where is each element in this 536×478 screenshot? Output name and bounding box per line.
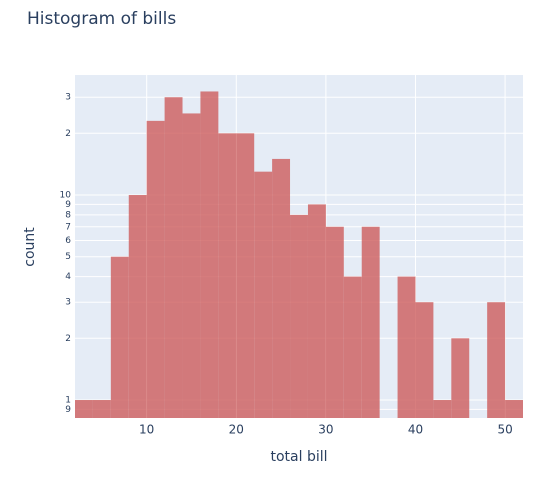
y-tick-label: 6: [65, 236, 71, 246]
y-tick-label: 2: [65, 129, 71, 139]
x-tick-label: 20: [229, 423, 244, 437]
y-tick-label: 2: [65, 334, 71, 344]
bar: [200, 91, 219, 418]
chart-title: Histogram of bills: [27, 9, 176, 29]
y-tick-label: 3: [65, 93, 71, 103]
bar: [433, 400, 452, 418]
bar: [272, 158, 291, 418]
bar: [110, 256, 129, 418]
bar: [218, 133, 237, 418]
y-tick-label: 9: [65, 200, 71, 210]
y-tick-label: 5: [65, 252, 71, 262]
y-tick-label: 9: [65, 405, 71, 415]
bar: [75, 400, 93, 418]
y-axis-title: count: [22, 227, 38, 267]
bar: [128, 195, 147, 418]
bar: [182, 113, 201, 418]
bar: [307, 204, 326, 418]
bar: [290, 214, 308, 418]
y-tick-label: 10: [60, 191, 72, 201]
y-tick-label: 3: [65, 298, 71, 308]
y-tick-label: 4: [65, 272, 71, 282]
bar: [361, 226, 380, 418]
bar: [164, 97, 183, 419]
x-tick-label: 10: [139, 423, 154, 437]
x-tick-label: 50: [497, 423, 512, 437]
bar: [451, 338, 470, 418]
bar: [415, 302, 434, 418]
bar: [236, 133, 255, 418]
y-tick-label: 8: [65, 210, 71, 220]
bar: [505, 400, 523, 418]
bar: [397, 276, 416, 418]
y-tick-label: 7: [65, 222, 71, 232]
bar: [146, 120, 165, 419]
bar: [92, 400, 111, 418]
bar: [487, 302, 506, 418]
y-tick-label: 1: [65, 396, 71, 406]
bar: [325, 226, 344, 418]
x-axis-title: total bill: [270, 449, 327, 465]
bar: [343, 276, 362, 418]
bar: [254, 171, 273, 418]
x-tick-label: 30: [318, 423, 333, 437]
x-tick-label: 40: [408, 423, 423, 437]
